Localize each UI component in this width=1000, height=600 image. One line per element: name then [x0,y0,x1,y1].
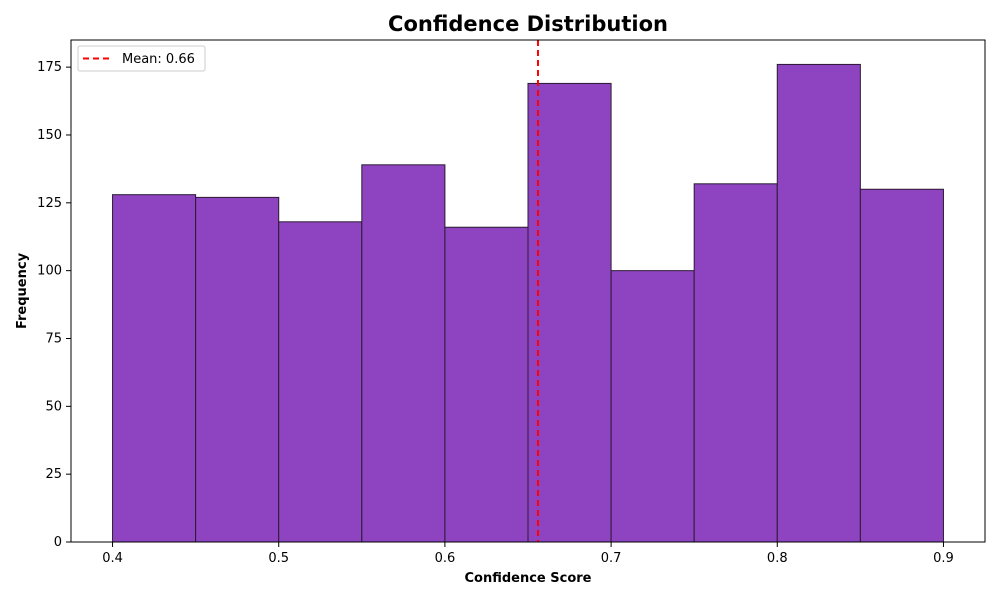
y-tick-label-25: 25 [45,467,62,482]
legend-mean-label: Mean: 0.66 [122,52,195,67]
x-tick-label-0.6: 0.6 [435,551,456,566]
histogram-bar-5 [444,226,529,543]
y-tick-label-50: 50 [45,399,62,414]
histogram-bar-1 [112,194,197,543]
x-tick-label-0.7: 0.7 [601,551,622,566]
y-tick-label-150: 150 [37,128,62,143]
histogram-bar-8 [693,183,778,543]
x-tick-label-0.5: 0.5 [268,551,289,566]
y-axis-label: Frequency [15,252,30,329]
x-axis-label: Confidence Score [464,571,591,586]
y-tick-label-175: 175 [37,60,62,75]
y-tick-label-75: 75 [45,331,62,346]
x-axis: 0.4 0.5 0.6 0.7 0.8 0.9 [102,542,954,566]
x-tick-label-0.8: 0.8 [767,551,788,566]
histogram-bar-3 [278,221,363,543]
x-tick-label-0.4: 0.4 [102,551,123,566]
legend-box [77,45,206,72]
chart-title: Confidence Distribution [388,12,668,36]
legend: Mean: 0.66 [77,45,206,72]
plot-frame [70,39,986,543]
histogram-bar-6 [527,82,612,543]
x-tick-label-0.9: 0.9 [933,551,954,566]
histogram-bar-9 [776,63,861,543]
histogram-bar-10 [859,188,944,543]
histogram-bar-4 [361,164,446,543]
histogram-bar-7 [610,270,695,543]
y-tick-label-0: 0 [54,535,62,550]
y-tick-label-100: 100 [37,264,62,279]
histogram-bar-2 [195,196,280,543]
y-tick-label-125: 125 [37,196,62,211]
bars-layer [112,63,944,543]
y-axis: 0 25 50 75 100 125 150 175 [37,60,71,550]
